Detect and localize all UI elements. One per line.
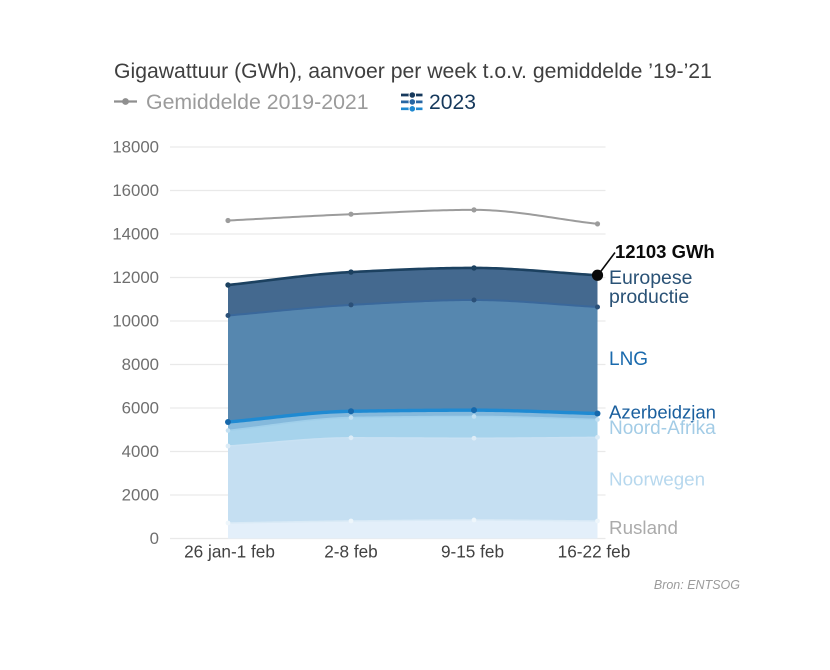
svg-text:Gigawattuur (GWh), aanvoer per: Gigawattuur (GWh), aanvoer per week t.o.… xyxy=(114,60,712,83)
svg-text:10000: 10000 xyxy=(112,312,159,331)
svg-text:4000: 4000 xyxy=(122,442,159,461)
svg-text:0: 0 xyxy=(150,529,159,548)
svg-text:2023: 2023 xyxy=(429,91,476,114)
svg-text:8000: 8000 xyxy=(122,355,159,374)
svg-text:Rusland: Rusland xyxy=(609,517,678,538)
svg-text:productie: productie xyxy=(609,286,689,308)
svg-text:Noord-Afrika: Noord-Afrika xyxy=(609,418,716,439)
svg-text:Bron: ENTSOG: Bron: ENTSOG xyxy=(654,578,740,592)
svg-text:Europese: Europese xyxy=(609,267,692,289)
svg-text:12103 GWh: 12103 GWh xyxy=(615,241,715,262)
svg-text:Azerbeidzjan: Azerbeidzjan xyxy=(609,402,716,423)
svg-text:14000: 14000 xyxy=(112,225,159,244)
svg-text:Noorwegen: Noorwegen xyxy=(609,469,705,490)
svg-text:16000: 16000 xyxy=(112,181,159,200)
svg-text:16-22 feb: 16-22 feb xyxy=(558,542,631,562)
svg-text:6000: 6000 xyxy=(122,399,159,418)
svg-text:18000: 18000 xyxy=(112,138,159,157)
svg-text:2-8 feb: 2-8 feb xyxy=(324,542,378,562)
svg-text:LNG: LNG xyxy=(609,349,648,370)
svg-text:26 jan-1 feb: 26 jan-1 feb xyxy=(184,542,275,562)
svg-text:Gemiddelde 2019-2021: Gemiddelde 2019-2021 xyxy=(146,90,369,114)
svg-text:9-15 feb: 9-15 feb xyxy=(441,542,504,562)
svg-text:12000: 12000 xyxy=(112,268,159,287)
svg-text:2000: 2000 xyxy=(122,486,159,505)
